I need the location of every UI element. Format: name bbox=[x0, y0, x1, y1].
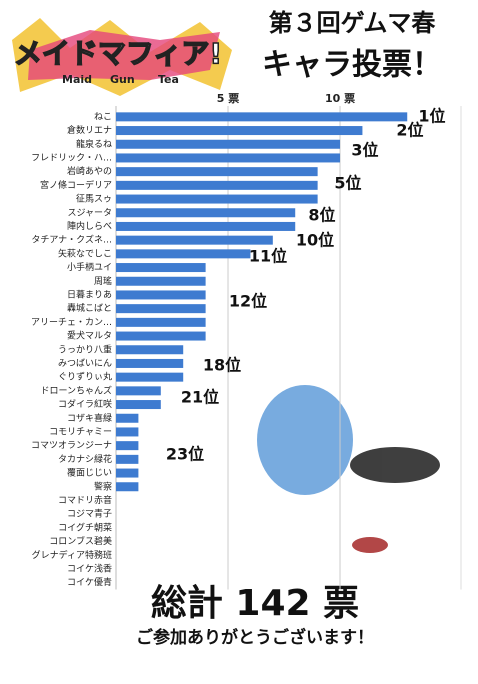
bar bbox=[116, 427, 139, 437]
category-label: 龍泉るね bbox=[76, 138, 112, 150]
rank-label: 21位 bbox=[181, 388, 219, 407]
category-label: 周瑤 bbox=[94, 275, 112, 287]
category-label: コマツオランジーナ bbox=[31, 440, 112, 451]
total: 総計 142 票 bbox=[151, 583, 359, 624]
dress bbox=[350, 447, 440, 483]
logo-splash bbox=[28, 30, 220, 80]
bar bbox=[116, 263, 206, 273]
category-label: ぐりずりぃ丸 bbox=[58, 371, 112, 383]
bar bbox=[116, 208, 296, 218]
logo-word: Tea bbox=[158, 73, 179, 86]
rank-label: 5位 bbox=[334, 174, 361, 193]
bar bbox=[116, 372, 184, 382]
thanks: ご参加ありがとうございます！ bbox=[136, 627, 374, 648]
category-label: タチアナ・クズネ… bbox=[31, 234, 112, 246]
bar bbox=[116, 139, 341, 149]
bar bbox=[116, 221, 296, 231]
bar bbox=[116, 249, 251, 259]
category-label: 愛犬マルタ bbox=[67, 330, 112, 342]
category-label: コイグチ朝菜 bbox=[58, 521, 112, 533]
bar bbox=[116, 304, 206, 314]
category-label: アリーチェ・カン… bbox=[31, 317, 112, 328]
category-label: コロンブス碧美 bbox=[49, 535, 112, 547]
category-label: タカナシ緑花 bbox=[58, 453, 112, 465]
category-label: みつばいにん bbox=[58, 358, 112, 369]
rank-label: 3位 bbox=[351, 141, 378, 160]
category-label: 覆面じじい bbox=[67, 468, 112, 479]
category-label: 宮ノ條コーデリア bbox=[40, 179, 112, 191]
category-label: スジャータ bbox=[67, 207, 112, 218]
bar bbox=[116, 290, 206, 300]
category-label: 矢萩なでしこ bbox=[58, 247, 112, 259]
bar bbox=[116, 180, 318, 190]
category-label: コイケ優青 bbox=[67, 576, 112, 588]
logo-title: メイドマフィア! bbox=[14, 37, 222, 70]
logo-word: Gun bbox=[110, 73, 135, 86]
logo-word: Maid bbox=[62, 73, 92, 86]
category-label: コダイラ紅咲 bbox=[58, 398, 112, 410]
rank-label: 1位 bbox=[418, 107, 445, 126]
rank-label: 11位 bbox=[249, 247, 287, 266]
rank-label: 12位 bbox=[229, 292, 267, 311]
category-label: うっかり八重 bbox=[58, 343, 112, 355]
bar bbox=[116, 126, 363, 136]
bar bbox=[116, 400, 161, 410]
bar bbox=[116, 167, 318, 177]
logo: メイドマフィア! Maid Gun Tea bbox=[12, 18, 232, 96]
chart-title: 第３回ゲムマ春 bbox=[269, 9, 436, 37]
x-tick-label: 5 票 bbox=[217, 92, 239, 105]
rank-label: 10位 bbox=[296, 231, 334, 250]
rank-label: 23位 bbox=[166, 445, 204, 464]
bar bbox=[116, 317, 206, 327]
bar bbox=[116, 358, 184, 368]
hair bbox=[257, 385, 353, 495]
category-label: コモリチャミー bbox=[49, 426, 112, 437]
bar bbox=[116, 413, 139, 423]
bar bbox=[116, 153, 341, 163]
category-label: ねこ bbox=[94, 111, 112, 122]
bar bbox=[116, 482, 139, 492]
rank-label: 2位 bbox=[396, 121, 423, 140]
bar bbox=[116, 235, 273, 245]
bar bbox=[116, 468, 139, 478]
bar bbox=[116, 112, 408, 122]
category-label: 轟城こばと bbox=[67, 302, 112, 314]
bar bbox=[116, 276, 206, 286]
category-label: グレナディア特務班 bbox=[32, 549, 112, 561]
bar bbox=[116, 441, 139, 451]
category-label: 倉数リエナ bbox=[67, 124, 112, 136]
category-label: 警察 bbox=[94, 480, 112, 492]
category-label: ドローンちゃんズ bbox=[40, 384, 112, 396]
x-tick-label: 10 票 bbox=[325, 92, 355, 105]
rank-label: 8位 bbox=[308, 206, 335, 225]
rank-label: 18位 bbox=[203, 356, 241, 375]
bar bbox=[116, 194, 318, 204]
category-label: 小手柄ユイ bbox=[67, 261, 112, 273]
spill bbox=[352, 537, 388, 553]
bar bbox=[116, 454, 139, 464]
category-label: コマドリ赤音 bbox=[58, 494, 112, 506]
chart-title: キャラ投票！ bbox=[262, 48, 442, 83]
category-label: コイケ浅香 bbox=[67, 562, 112, 574]
bar bbox=[116, 386, 161, 396]
category-label: 陣内しらべ bbox=[67, 220, 112, 232]
category-label: コザキ喜緑 bbox=[67, 412, 112, 424]
category-label: 征馬スゥ bbox=[76, 194, 112, 205]
bar bbox=[116, 331, 206, 341]
illustration bbox=[257, 385, 440, 553]
category-label: 日暮まりあ bbox=[67, 288, 112, 300]
bar bbox=[116, 345, 184, 355]
category-label: 岩崎あやの bbox=[67, 165, 112, 177]
category-label: フレドリック・ハ… bbox=[31, 152, 112, 163]
category-label: コジマ青子 bbox=[67, 508, 112, 520]
